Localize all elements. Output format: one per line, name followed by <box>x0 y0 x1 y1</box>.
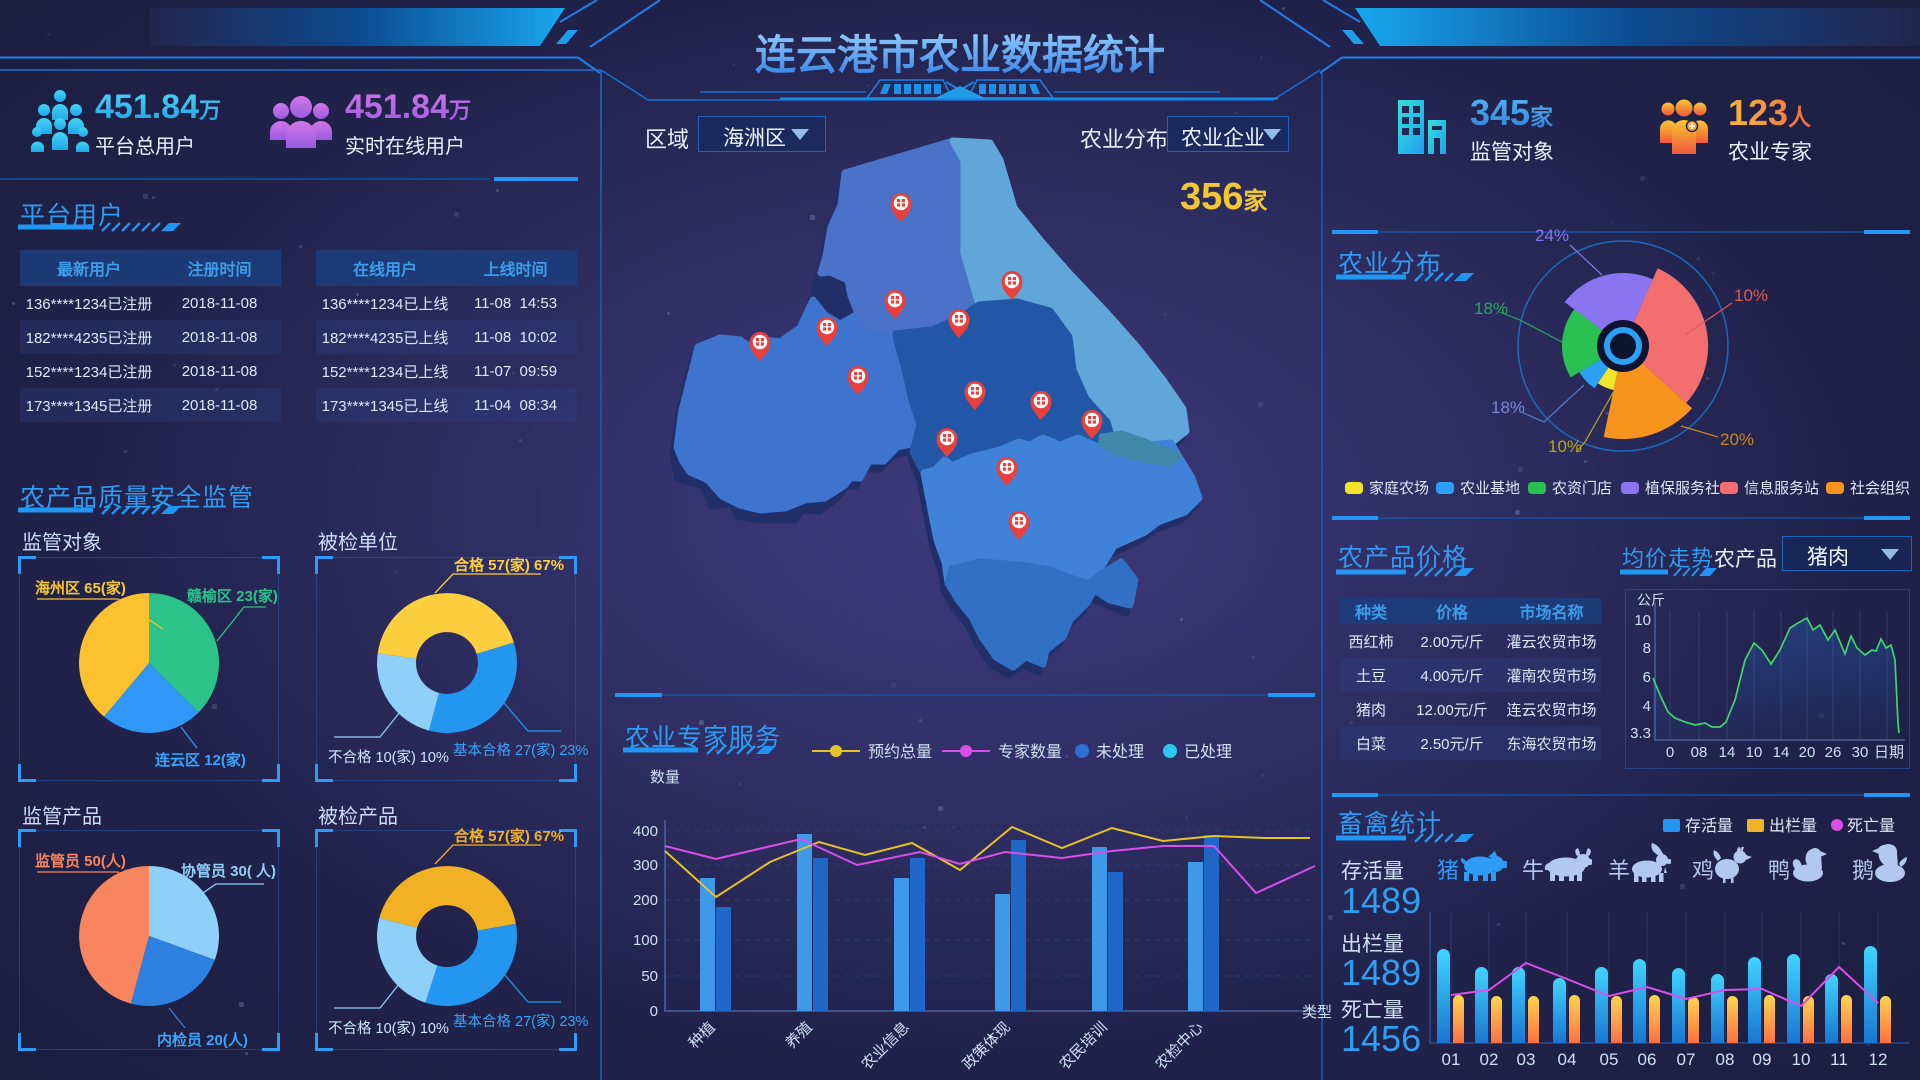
svg-text:4: 4 <box>1643 698 1651 715</box>
svg-text:植保服务社: 植保服务社 <box>1645 480 1720 497</box>
svg-text:07: 07 <box>1677 1050 1696 1069</box>
svg-text:50: 50 <box>641 968 658 985</box>
svg-text:预约总量: 预约总量 <box>868 743 932 761</box>
svg-text:存活量: 存活量 <box>1685 817 1733 835</box>
svg-text:合格 57(家) 67%: 合格 57(家) 67% <box>453 556 564 574</box>
svg-text:30: 30 <box>1852 744 1869 761</box>
svg-text:400: 400 <box>633 823 658 840</box>
svg-text:赣榆区 23(家): 赣榆区 23(家) <box>187 587 278 605</box>
svg-text:20: 20 <box>1799 744 1816 761</box>
svg-text:300: 300 <box>633 857 658 874</box>
svg-text:6: 6 <box>1643 669 1651 686</box>
svg-text:04: 04 <box>1558 1050 1577 1069</box>
svg-text:12: 12 <box>1869 1050 1888 1069</box>
svg-text:不合格 10(家) 10%: 不合格 10(家) 10% <box>328 749 449 766</box>
svg-text:内检员 20(人): 内检员 20(人) <box>157 1031 248 1049</box>
svg-text:0: 0 <box>650 1003 658 1020</box>
svg-text:协管员 30( 人): 协管员 30( 人) <box>181 862 276 880</box>
svg-text:农民培训: 农民培训 <box>1056 1019 1110 1073</box>
svg-text:08: 08 <box>1716 1050 1735 1069</box>
svg-text:鹅: 鹅 <box>1852 858 1874 883</box>
svg-text:农检中心: 农检中心 <box>1152 1019 1206 1073</box>
svg-text:海州区 65(家): 海州区 65(家) <box>35 579 126 597</box>
svg-text:10: 10 <box>1792 1050 1811 1069</box>
svg-text:10%: 10% <box>1548 437 1582 456</box>
svg-text:数量: 数量 <box>650 769 680 786</box>
svg-text:8: 8 <box>1643 640 1651 657</box>
svg-text:信息服务站: 信息服务站 <box>1744 480 1819 497</box>
svg-text:猪: 猪 <box>1437 858 1459 883</box>
svg-text:出栏量: 出栏量 <box>1769 817 1817 835</box>
svg-text:01: 01 <box>1442 1050 1461 1069</box>
svg-text:08: 08 <box>1691 744 1708 761</box>
svg-text:基本合格 27(家) 23%: 基本合格 27(家) 23% <box>453 742 588 759</box>
svg-text:26: 26 <box>1825 744 1842 761</box>
svg-text:农资门店: 农资门店 <box>1552 480 1612 497</box>
svg-text:公斤: 公斤 <box>1637 592 1665 608</box>
svg-text:合格 57(家) 67%: 合格 57(家) 67% <box>453 827 564 845</box>
svg-text:06: 06 <box>1638 1050 1657 1069</box>
svg-text:18%: 18% <box>1491 398 1525 417</box>
svg-text:农业信息: 农业信息 <box>858 1019 912 1073</box>
svg-text:牛: 牛 <box>1522 858 1544 883</box>
svg-text:羊: 羊 <box>1608 858 1630 883</box>
svg-text:200: 200 <box>633 892 658 909</box>
svg-text:09: 09 <box>1753 1050 1772 1069</box>
svg-text:日期: 日期 <box>1874 744 1904 761</box>
svg-text:20%: 20% <box>1720 430 1754 449</box>
svg-text:已处理: 已处理 <box>1184 743 1232 761</box>
svg-text:不合格 10(家) 10%: 不合格 10(家) 10% <box>328 1020 449 1037</box>
svg-text:种植: 种植 <box>686 1019 719 1052</box>
svg-text:10: 10 <box>1746 744 1763 761</box>
svg-text:死亡量: 死亡量 <box>1847 817 1895 835</box>
svg-text:11: 11 <box>1830 1050 1848 1069</box>
svg-text:政策体现: 政策体现 <box>959 1019 1013 1073</box>
svg-text:14: 14 <box>1719 744 1736 761</box>
svg-text:未处理: 未处理 <box>1096 743 1144 761</box>
svg-text:0: 0 <box>1666 744 1674 761</box>
svg-text:社会组织: 社会组织 <box>1850 480 1910 497</box>
svg-text:03: 03 <box>1517 1050 1536 1069</box>
svg-text:05: 05 <box>1600 1050 1619 1069</box>
svg-text:24%: 24% <box>1535 226 1569 245</box>
svg-text:10: 10 <box>1634 612 1651 629</box>
svg-text:连云区 12(家): 连云区 12(家) <box>155 751 246 769</box>
svg-text:10%: 10% <box>1734 286 1768 305</box>
svg-text:3.3: 3.3 <box>1630 725 1651 742</box>
svg-text:农业基地: 农业基地 <box>1460 480 1520 497</box>
svg-text:鸭: 鸭 <box>1768 858 1790 883</box>
svg-text:养殖: 养殖 <box>783 1019 816 1052</box>
svg-text:鸡: 鸡 <box>1692 858 1714 883</box>
svg-text:家庭农场: 家庭农场 <box>1369 480 1429 497</box>
svg-text:14: 14 <box>1773 744 1790 761</box>
svg-text:专家数量: 专家数量 <box>998 743 1062 761</box>
svg-text:18%: 18% <box>1474 299 1508 318</box>
svg-text:监管员 50(人): 监管员 50(人) <box>35 852 126 870</box>
svg-text:基本合格 27(家) 23%: 基本合格 27(家) 23% <box>453 1013 588 1030</box>
svg-text:100: 100 <box>633 932 658 949</box>
svg-text:02: 02 <box>1480 1050 1499 1069</box>
svg-text:类型: 类型 <box>1302 1004 1332 1021</box>
